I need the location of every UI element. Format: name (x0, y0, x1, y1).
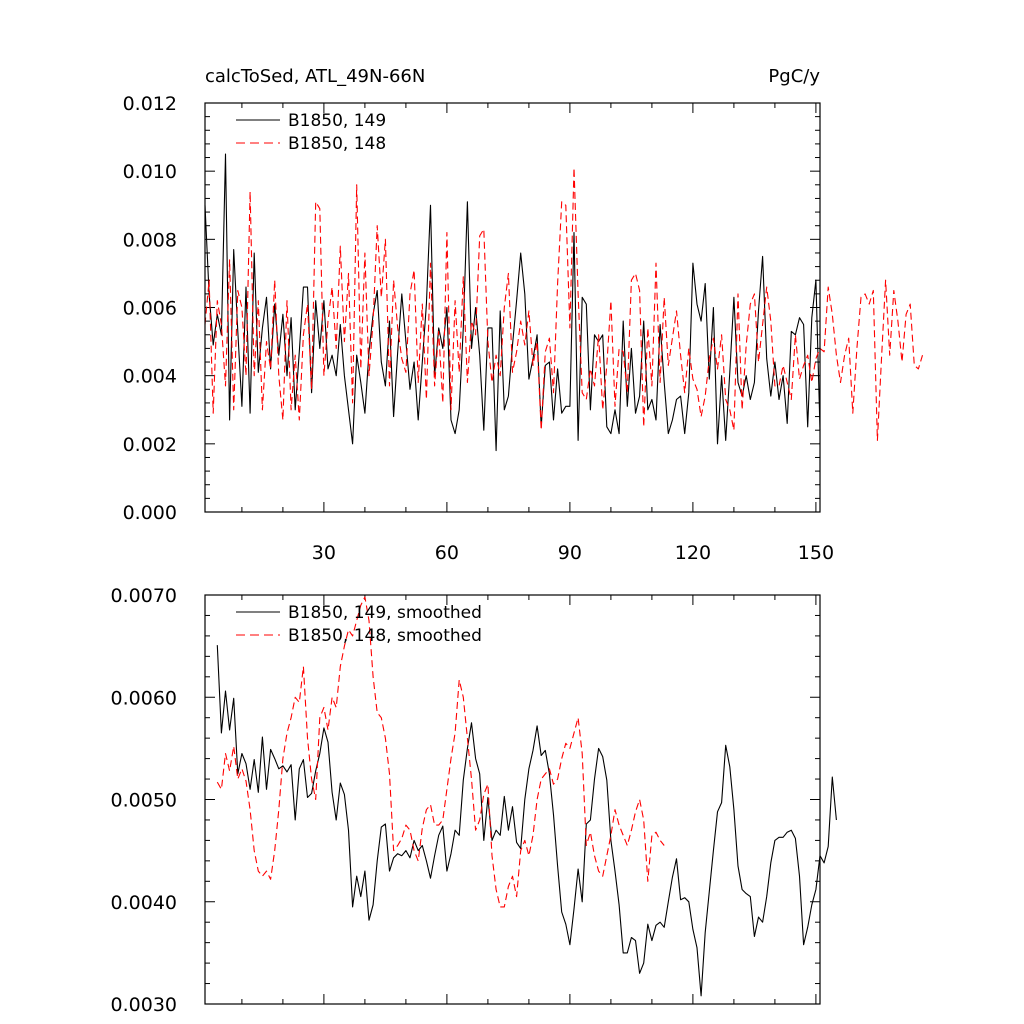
x-tick-label: 30 (312, 542, 336, 564)
y-tick-label: 0.0030 (111, 994, 177, 1016)
top-panel-units: PgC/y (768, 66, 820, 87)
y-tick-label: 0.004 (123, 366, 177, 388)
series-line-0-1 (204, 167, 924, 441)
x-tick-label: 150 (798, 542, 834, 564)
series-line-1-0 (216, 645, 837, 997)
y-tick-label: 0.006 (123, 298, 177, 320)
y-tick-label: 0.0060 (111, 687, 177, 709)
top-panel-series (204, 153, 924, 452)
legend-label-149-smoothed: B1850, 149, smoothed (288, 603, 482, 623)
top-panel: calcToSed, ATL_49N-66N PgC/y 0.0000.0020… (123, 66, 924, 564)
x-tick-label: 120 (675, 542, 711, 564)
bottom-panel-frame (204, 594, 821, 1005)
series-line-0-0 (204, 153, 821, 452)
bottom-panel-series (216, 596, 837, 997)
y-tick-label: 0.0040 (111, 892, 177, 914)
bottom-panel: 0.0030 0.0040 0.0050 0.0060 0.0070 B1850, 14… (111, 585, 837, 1016)
top-panel-legend: B1850, 149 B1850, 148 (236, 111, 386, 154)
y-tick-label: 0.002 (123, 434, 177, 456)
top-panel-title: calcToSed, ATL_49N-66N (205, 66, 425, 87)
legend-label-148-smoothed: B1850, 148, smoothed (288, 626, 482, 646)
y-tick-label: 0.012 (123, 93, 177, 115)
y-tick-label: 0.0070 (111, 585, 177, 607)
x-tick-label: 90 (558, 542, 582, 564)
legend-label-148: B1850, 148 (288, 134, 386, 154)
bottom-panel-legend: B1850, 149, smoothed B1850, 148, smoothe… (236, 603, 482, 646)
legend-label-149: B1850, 149 (288, 111, 386, 131)
series-line-1-1 (216, 596, 665, 908)
y-tick-label: 0.008 (123, 229, 177, 251)
y-tick-label: 0.000 (123, 502, 177, 524)
x-tick-label: 60 (435, 542, 459, 564)
bottom-panel-ticks: 0.0030 0.0040 0.0050 0.0060 0.0070 (111, 585, 820, 1016)
top-panel-ticks: 0.000 0.002 0.004 0.006 0.008 0.010 0.012 30 60 9… (123, 93, 834, 564)
y-tick-label: 0.010 (123, 161, 177, 183)
y-tick-label: 0.0050 (111, 790, 177, 812)
top-panel-frame (204, 102, 821, 513)
